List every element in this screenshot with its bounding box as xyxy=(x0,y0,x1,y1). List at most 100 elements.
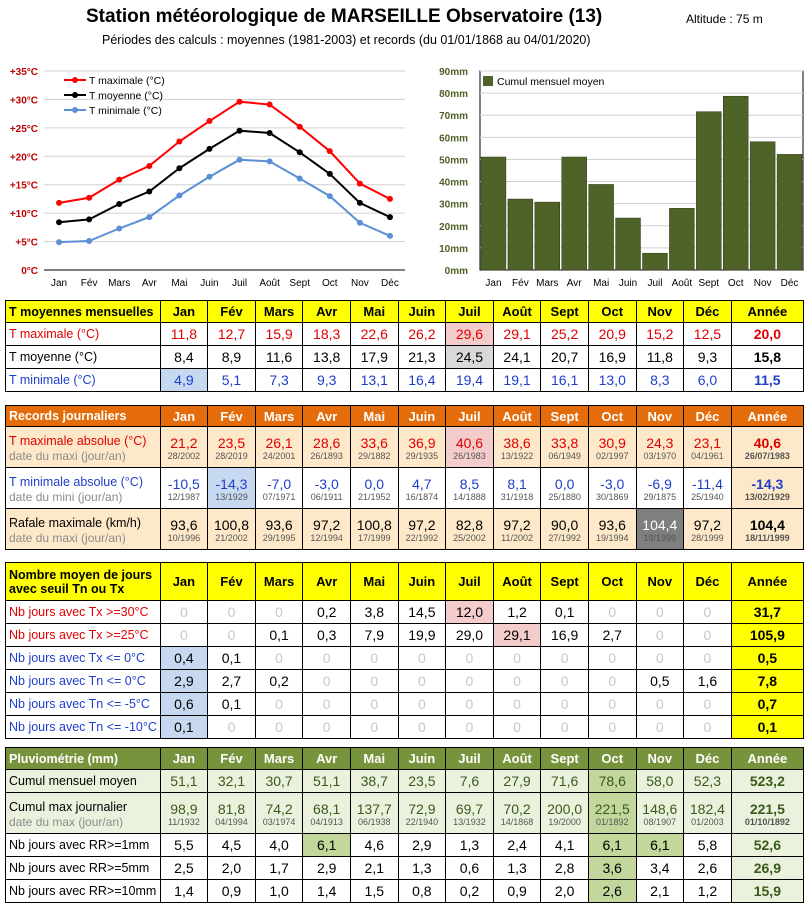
cell-value: 11,8 xyxy=(635,345,685,369)
table-title-text: Pluviométrie (mm) xyxy=(9,751,119,766)
row-label: Nb jours avec Tn <= -5°C xyxy=(5,692,161,716)
cell-value: 0 xyxy=(492,646,542,670)
cell-date: 25/1940 xyxy=(691,491,724,502)
cell-date: 28/2002 xyxy=(167,450,201,461)
cell-date: 04/1913 xyxy=(310,816,343,827)
legend-marker xyxy=(72,77,78,83)
annee-header: Année xyxy=(730,562,805,601)
rain-ytick: 80mm xyxy=(439,89,468,100)
cell-number: 98,9 xyxy=(170,800,198,817)
cell-value: 0 xyxy=(587,646,637,670)
cell-number: 221,5 xyxy=(594,800,630,817)
annee-value: 7,8 xyxy=(730,669,805,693)
temp-point xyxy=(146,162,153,169)
cell-value: 7,9 xyxy=(349,623,399,647)
row-label: Cumul mensuel moyen xyxy=(5,769,161,793)
cell-value: 93,6 10/1996 xyxy=(159,508,209,550)
temp-xtick: Août xyxy=(259,278,280,289)
cell-value: 0 xyxy=(587,600,637,624)
cell-value: 97,2 11/2002 xyxy=(492,508,542,550)
cell-value: 21,2 28/2002 xyxy=(159,426,209,468)
cell-value: 51,1 xyxy=(159,769,209,793)
cell-date: 14/1888 xyxy=(453,491,486,502)
cell-value: 6,1 xyxy=(635,833,685,857)
cell-number: 0,0 xyxy=(554,475,575,492)
month-header: Mai xyxy=(349,405,399,427)
cell-value: 0 xyxy=(254,692,304,716)
cell-number: -6,9 xyxy=(647,475,672,492)
cell-date: 26/1893 xyxy=(310,450,343,461)
cell-date: 29/1935 xyxy=(405,450,439,461)
cell-date: 24/2001 xyxy=(262,450,296,461)
month-header: Sept xyxy=(540,300,589,323)
cell-value: 0 xyxy=(683,646,732,670)
rain-xtick: Sept xyxy=(699,278,720,289)
month-header: Sept xyxy=(540,562,589,601)
cell-value: 0 xyxy=(445,715,494,739)
cell-value: 0 xyxy=(540,715,589,739)
temp-xtick: Avr xyxy=(142,278,157,289)
rainfall-bar-chart: 0mm 10mm 20mm 30mm 40mm 50mm 60mm 70mm 80mm 90mm J… xyxy=(439,67,804,289)
row-label: T maximale (°C) xyxy=(5,322,161,346)
cell-number: 23,5 xyxy=(217,434,246,451)
cell-value: 0 xyxy=(254,600,304,624)
cell-value: 137,7 06/1938 xyxy=(349,792,399,834)
cell-value: 0 xyxy=(397,646,447,670)
month-header: Mars xyxy=(254,747,304,770)
rain-ytick: 40mm xyxy=(439,178,468,189)
cell-value: 16,1 xyxy=(540,368,589,392)
cell-value: 93,6 29/1995 xyxy=(254,508,304,550)
cell-date: 13/1922 xyxy=(500,450,534,461)
cell-value: 15,9 xyxy=(254,322,304,346)
cell-value: 82,8 25/2002 xyxy=(445,508,494,550)
temp-ytick: +25°C xyxy=(10,124,38,135)
temp-point xyxy=(326,193,333,200)
cell-date: 31/1918 xyxy=(500,491,534,502)
cell-value: 1,3 xyxy=(397,856,447,880)
cell-value: 97,2 12/1994 xyxy=(302,508,351,550)
month-header: Août xyxy=(492,747,542,770)
temp-point xyxy=(356,199,363,206)
cell-date: 21/2002 xyxy=(215,532,248,543)
annee-header: Année xyxy=(730,300,805,323)
cell-value: 2,0 xyxy=(207,856,256,880)
cell-value: 0,9 xyxy=(207,879,256,903)
cell-value: 5,5 xyxy=(159,833,209,857)
cell-date: 06/1938 xyxy=(357,816,391,827)
month-header: Juin xyxy=(397,300,447,323)
annee-header: Année xyxy=(730,405,805,427)
cell-number: 97,2 xyxy=(693,516,722,533)
cell-value: 9,3 xyxy=(302,368,351,392)
cell-value: 24,1 xyxy=(492,345,542,369)
row-label-main: T maximale absolue (°C) xyxy=(9,434,147,448)
cell-value: 0,5 xyxy=(635,669,685,693)
cell-value: 29,1 xyxy=(492,322,542,346)
month-header: Déc xyxy=(683,300,732,323)
cell-value: 8,4 xyxy=(159,345,209,369)
cell-value: 14,5 xyxy=(397,600,447,624)
table-row: Cumul mensuel moyen 51,1 32,1 30,7 51,1 38,7 2… xyxy=(5,769,805,793)
cell-value: 0 xyxy=(587,692,637,716)
cell-value: 7,3 xyxy=(254,368,304,392)
cell-value: 0 xyxy=(635,623,685,647)
table-row: T minimale absolue (°C) date du mini (jou… xyxy=(5,467,805,509)
cell-value: 13,1 xyxy=(349,368,399,392)
month-header: Jan xyxy=(159,405,209,427)
cell-value: 100,8 21/2002 xyxy=(207,508,256,550)
row-label: Nb jours avec RR>=1mm xyxy=(5,833,161,857)
legend-marker xyxy=(72,107,78,113)
rain-xtick: Oct xyxy=(728,278,744,289)
month-header: Mars xyxy=(254,405,304,427)
cell-value: 1,0 xyxy=(254,879,304,903)
cell-number: 97,2 xyxy=(503,516,531,533)
cell-value: 19,4 xyxy=(445,368,494,392)
month-header: Juin xyxy=(397,747,447,770)
row-label: T moyenne (°C) xyxy=(5,345,161,369)
temp-ytick: +15°C xyxy=(10,181,38,192)
temp-point xyxy=(236,98,243,105)
cell-value: 38,7 xyxy=(349,769,399,793)
cell-number: 82,8 xyxy=(455,516,484,533)
temp-ytick: +30°C xyxy=(10,95,38,106)
cell-value: 6,0 xyxy=(683,368,732,392)
temp-point xyxy=(386,195,393,202)
